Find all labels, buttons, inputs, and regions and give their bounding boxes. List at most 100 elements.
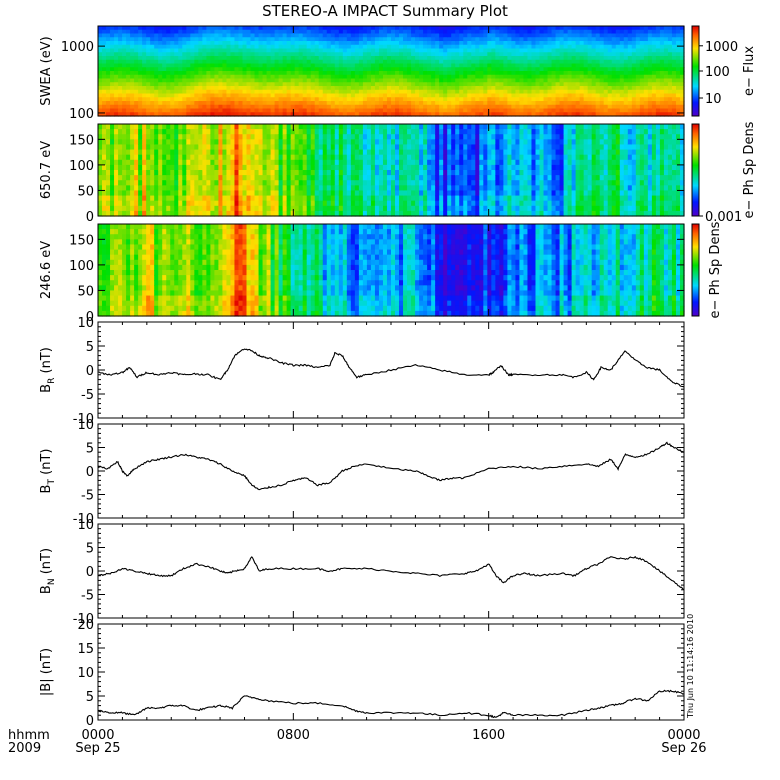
- heatmap-cell: [302, 154, 308, 161]
- heatmap-cell: [455, 93, 460, 98]
- heatmap-cell: [174, 175, 179, 181]
- heatmap-cell: [543, 48, 549, 53]
- heatmap-cell: [395, 41, 400, 46]
- heatmap-cell: [407, 67, 412, 72]
- heatmap-cell: [102, 71, 107, 76]
- heatmap-cell: [134, 33, 139, 38]
- heatmap-cell: [611, 33, 617, 38]
- heatmap-cell: [495, 29, 500, 35]
- heatmap-cell: [411, 129, 416, 135]
- heatmap-cell: [170, 56, 175, 61]
- heatmap-cell: [459, 26, 464, 31]
- heatmap-cell: [635, 101, 641, 106]
- heatmap-cell: [278, 59, 284, 65]
- heatmap-cell: [631, 71, 637, 76]
- heatmap-cell: [266, 134, 272, 140]
- heatmap-cell: [202, 139, 207, 146]
- heatmap-cell: [527, 29, 533, 35]
- heatmap-cell: [547, 67, 553, 72]
- heatmap-cell: [258, 86, 264, 91]
- heatmap-cell: [583, 41, 589, 46]
- heatmap-cell: [491, 97, 496, 102]
- heatmap-cell: [250, 74, 256, 80]
- heatmap-cell: [102, 59, 107, 65]
- heatmap-cell: [515, 56, 521, 61]
- heatmap-cell: [250, 210, 256, 217]
- heatmap-cell: [222, 48, 228, 53]
- heatmap-cell: [651, 48, 657, 53]
- heatmap-cell: [403, 74, 408, 80]
- heatmap-cell: [330, 93, 336, 98]
- heatmap-cell: [471, 93, 476, 98]
- heatmap-cell: [571, 29, 577, 35]
- heatmap-cell: [342, 44, 348, 50]
- heatmap-cell: [102, 82, 107, 87]
- heatmap-cell: [302, 59, 308, 65]
- heatmap-cell: [338, 124, 344, 130]
- heatmap-cell: [407, 185, 412, 192]
- heatmap-cell: [294, 124, 300, 130]
- heatmap-cell: [122, 134, 127, 140]
- heatmap-cell: [374, 97, 380, 102]
- heatmap-cell: [258, 185, 264, 192]
- heatmap-cell: [98, 44, 103, 50]
- heatmap-cell: [675, 52, 681, 57]
- heatmap-cell: [374, 74, 380, 80]
- heatmap-cell: [362, 175, 368, 181]
- heatmap-cell: [567, 67, 573, 72]
- heatmap-cell: [154, 112, 159, 117]
- heatmap-cell: [286, 48, 292, 53]
- heatmap-cell: [138, 93, 143, 98]
- heatmap-cell: [302, 33, 308, 38]
- heatmap-cell: [575, 59, 581, 65]
- heatmap-cell: [106, 124, 111, 130]
- heatmap-cell: [607, 108, 613, 113]
- heatmap-cell: [599, 44, 605, 50]
- heatmap-cell: [238, 89, 244, 95]
- heatmap-cell: [491, 56, 496, 61]
- heatmap-cell: [266, 170, 272, 176]
- heatmap-cell: [435, 108, 440, 113]
- heatmap-cell: [106, 71, 111, 76]
- heatmap-cell: [314, 134, 320, 140]
- heatmap-cell: [134, 26, 139, 31]
- heatmap-cell: [386, 164, 392, 171]
- heatmap-cell: [270, 63, 276, 68]
- heatmap-cell: [511, 74, 517, 80]
- heatmap-cell: [475, 108, 480, 113]
- heatmap-cell: [186, 26, 191, 31]
- heatmap-cell: [495, 104, 500, 110]
- heatmap-cell: [475, 97, 480, 102]
- heatmap-cell: [378, 124, 384, 130]
- heatmap-cell: [555, 108, 561, 113]
- heatmap-cell: [226, 159, 232, 166]
- heatmap-cell: [611, 37, 617, 42]
- heatmap-cell: [326, 97, 332, 102]
- heatmap-cell: [134, 29, 139, 35]
- heatmap-cell: [174, 108, 179, 113]
- heatmap-cell: [158, 74, 163, 80]
- heatmap-cell: [250, 124, 256, 130]
- heatmap-cell: [350, 97, 356, 102]
- heatmap-cell: [575, 71, 581, 76]
- heatmap-cell: [202, 44, 207, 50]
- heatmap-cell: [334, 41, 340, 46]
- heatmap-cell: [330, 159, 336, 166]
- heatmap-cell: [399, 93, 404, 98]
- heatmap-cell: [571, 33, 577, 38]
- heatmap-cell: [294, 149, 300, 156]
- heatmap-cell: [330, 78, 336, 83]
- heatmap-cell: [607, 82, 613, 87]
- heatmap-cell: [495, 89, 500, 95]
- heatmap-cell: [322, 108, 328, 113]
- heatmap-cell: [238, 56, 244, 61]
- heatmap-cell: [370, 205, 376, 212]
- heatmap-cell: [318, 86, 324, 91]
- heatmap-cell: [415, 93, 420, 98]
- heatmap-cell: [411, 164, 416, 171]
- heatmap-cell: [186, 134, 191, 140]
- heatmap-cell: [138, 129, 143, 135]
- heatmap-cell: [551, 37, 557, 42]
- heatmap-cell: [302, 63, 308, 68]
- heatmap-cell: [358, 101, 364, 106]
